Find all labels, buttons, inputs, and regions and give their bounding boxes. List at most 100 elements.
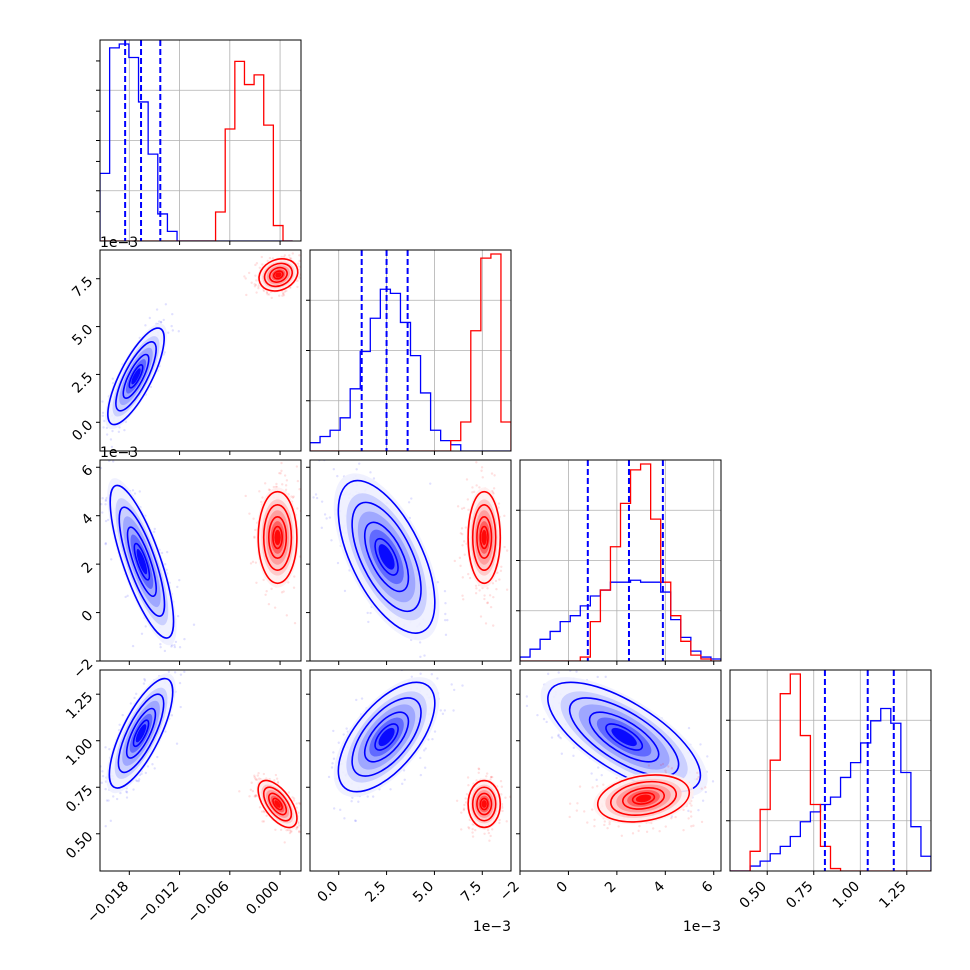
red-sample-point <box>278 294 281 297</box>
red-sample-point <box>265 814 268 817</box>
blue-sample-point <box>164 303 168 306</box>
blue-sample-point <box>410 497 413 500</box>
blue-sample-point <box>175 742 179 745</box>
red-sample-point <box>682 808 685 812</box>
red-sample-point <box>461 532 464 536</box>
red-sample-point <box>493 474 496 477</box>
red-sample-point <box>468 576 472 580</box>
blue-sample-point <box>558 735 561 739</box>
y-offset-label: 1e−3 <box>100 235 138 251</box>
red-sample-point <box>256 778 259 781</box>
blue-sample-point <box>410 667 412 669</box>
red-sample-point <box>255 291 258 294</box>
blue-sample-point <box>443 618 447 622</box>
red-sample-point <box>467 827 471 830</box>
red-sample-point <box>602 783 605 786</box>
red-sample-point <box>484 622 488 625</box>
y-tick-label: 0.75 <box>63 782 96 815</box>
red-sample-point <box>254 283 258 287</box>
red-sample-point <box>298 555 301 558</box>
blue-sample-point <box>136 779 139 783</box>
y-tick-label: −2 <box>70 656 96 682</box>
blue-sample-point <box>101 400 104 403</box>
blue-sample-point <box>132 788 135 791</box>
blue-sample-point <box>389 788 392 791</box>
red-sample-point <box>500 565 503 568</box>
red-contour <box>272 525 283 550</box>
red-contour <box>471 786 497 822</box>
red-sample-point <box>467 508 470 512</box>
red-sample-point <box>287 581 290 584</box>
blue-sample-point <box>590 772 593 775</box>
red-sample-point <box>296 279 299 282</box>
red-sample-point <box>486 601 489 605</box>
red-sample-point <box>254 794 258 797</box>
red-sample-point <box>280 591 284 594</box>
red-sample-point <box>244 277 247 280</box>
red-density <box>455 767 511 842</box>
red-sample-point <box>637 829 640 833</box>
blue-sample-point <box>125 790 128 793</box>
blue-sample-point <box>557 671 560 674</box>
x-tick-label: 2.5 <box>362 879 389 906</box>
blue-contour <box>351 501 422 613</box>
red-sample-point <box>488 594 492 597</box>
x-tick-label: −0.006 <box>185 878 233 926</box>
red-sample-point <box>615 776 618 780</box>
blue-sample-point <box>163 649 167 653</box>
blue-sample-point <box>430 673 434 676</box>
blue-sample-point <box>557 733 560 737</box>
blue-sample-point <box>115 797 119 801</box>
red-contour <box>471 504 497 571</box>
blue-contour <box>107 327 165 426</box>
blue-sample-point <box>687 809 690 813</box>
x-tick-label: 0.75 <box>783 879 816 912</box>
blue-density <box>327 663 464 823</box>
red-sample-point <box>251 560 255 564</box>
blue-sample-point <box>123 428 126 432</box>
blue-sample-point <box>170 645 173 648</box>
blue-sample-point <box>104 542 107 545</box>
blue-contour <box>108 677 174 789</box>
blue-sample-point <box>427 738 430 741</box>
red-sample-point <box>490 472 494 475</box>
blue-contour <box>605 723 644 751</box>
blue-sample-point <box>372 477 376 480</box>
red-sample-point <box>253 285 257 288</box>
blue-contour <box>126 526 157 598</box>
blue-sample-point <box>101 774 105 778</box>
blue-sample-point <box>545 720 548 724</box>
red-density <box>453 461 509 627</box>
blue-sample-point <box>125 791 129 794</box>
red-contour <box>262 504 293 571</box>
panel-frame <box>309 459 512 662</box>
blue-sample-point <box>100 781 104 785</box>
blue-sample-point <box>429 663 431 665</box>
blue-sample-point <box>104 498 108 501</box>
red-sample-point <box>575 809 579 812</box>
blue-sample-point <box>342 733 345 736</box>
blue-sample-point <box>176 614 180 618</box>
blue-sample-point <box>332 729 335 733</box>
blue-sample-point <box>327 775 331 779</box>
blue-sample-point <box>325 517 328 520</box>
blue-sample-point <box>444 612 447 616</box>
red-sample-point <box>289 830 292 833</box>
blue-sample-point <box>119 791 122 795</box>
red-sample-point <box>578 785 582 788</box>
blue-sample-point <box>332 467 336 471</box>
blue-sample-point <box>423 749 426 752</box>
red-sample-point <box>471 827 474 831</box>
y-tick-label: 0 <box>79 608 97 626</box>
red-sample-point <box>303 834 305 836</box>
red-sample-point <box>603 823 606 827</box>
blue-sample-point <box>332 757 336 760</box>
red-sample-point <box>249 562 253 565</box>
red-sample-point <box>489 776 493 779</box>
blue-sample-point <box>97 440 99 442</box>
x-tick-label: 0 <box>554 879 572 897</box>
red-sample-point <box>501 809 504 813</box>
red-sample-point <box>265 590 268 593</box>
red-sample-point <box>593 824 596 828</box>
blue-contour <box>133 542 151 581</box>
